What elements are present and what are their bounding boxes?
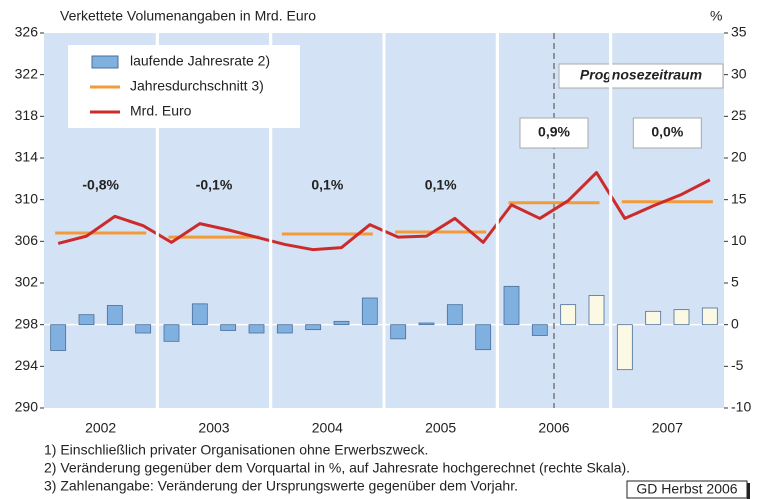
legend-swatch [91,55,119,69]
y2-tick-label: -10 [731,399,751,415]
y2-tick-label: 0 [731,315,739,331]
bar [531,324,548,336]
x-tick-label: 2006 [538,420,569,436]
y-tick-label: 318 [15,107,39,123]
annual-rate-label: 0,1% [311,177,343,193]
bar [333,320,350,326]
legend-label: laufende Jahresrate 2) [130,53,270,69]
annual-rate-label: 0,0% [651,124,683,140]
footnote: 3) Zahlenangabe: Veränderung der Ursprun… [44,478,518,494]
x-tick-label: 2003 [198,420,229,436]
bar [135,324,152,334]
bar [276,324,293,334]
y-tick-label: 322 [15,65,39,81]
annual-rate-label: -0,8% [82,177,119,193]
bar [616,324,633,371]
footnote: 1) Einschließlich privater Organisatione… [44,442,428,458]
y2-tick-label: 10 [731,232,747,248]
y-tick-label: 310 [15,190,39,206]
bar [418,322,435,326]
annual-rate-label: -0,1% [196,177,233,193]
x-tick-label: 2004 [312,420,343,436]
y2-tick-label: 25 [731,107,747,123]
bar [248,324,265,334]
bar [220,324,237,331]
y2-tick-label: -5 [731,357,744,373]
legend-label: Mrd. Euro [130,103,192,119]
forecast-label-box [558,63,724,89]
y-tick-label: 290 [15,399,39,415]
bar [106,305,123,326]
chart-title: Verkettete Volumenangaben in Mrd. Euro [60,8,316,24]
annual-rate-label: 0,9% [538,124,570,140]
year-band [385,33,496,408]
x-tick-label: 2005 [425,420,456,436]
bar [390,324,407,340]
year-band [498,33,610,408]
bar [588,295,605,326]
y2-tick-label: 15 [731,190,747,206]
x-tick-label: 2002 [85,420,116,436]
y2-tick-label: 20 [731,149,747,165]
annual-rate-label: 0,1% [425,177,457,193]
bar [475,324,492,351]
y-tick-label: 306 [15,232,39,248]
y-tick-label: 294 [15,357,39,373]
y2-tick-label: 5 [731,274,739,290]
bar [446,304,463,326]
y-tick-label: 298 [15,315,39,331]
bar [673,309,690,326]
x-tick-label: 2007 [652,420,683,436]
bar [560,304,577,326]
y2-tick-label: 30 [731,65,747,81]
bar [305,324,322,331]
rate-label-box [519,117,589,149]
footnote: 2) Veränderung gegenüber dem Vorquartal … [44,460,630,476]
y-tick-label: 326 [15,24,39,40]
bar [503,285,520,326]
bar [701,307,718,326]
bar [78,314,95,326]
bar [50,324,67,351]
forecast-label: Prognosezeitraum [580,67,702,83]
source: GD Herbst 2006 [636,481,737,497]
legend-label: Jahresdurchschnitt 3) [130,78,264,94]
y-tick-label: 314 [15,149,39,165]
y2-unit: % [710,8,722,24]
bar [645,310,662,326]
rate-label-box [632,117,702,149]
y2-tick-label: 35 [731,24,747,40]
bar [163,324,180,342]
bar [361,297,378,326]
y-tick-label: 302 [15,274,39,290]
bar [191,303,208,326]
